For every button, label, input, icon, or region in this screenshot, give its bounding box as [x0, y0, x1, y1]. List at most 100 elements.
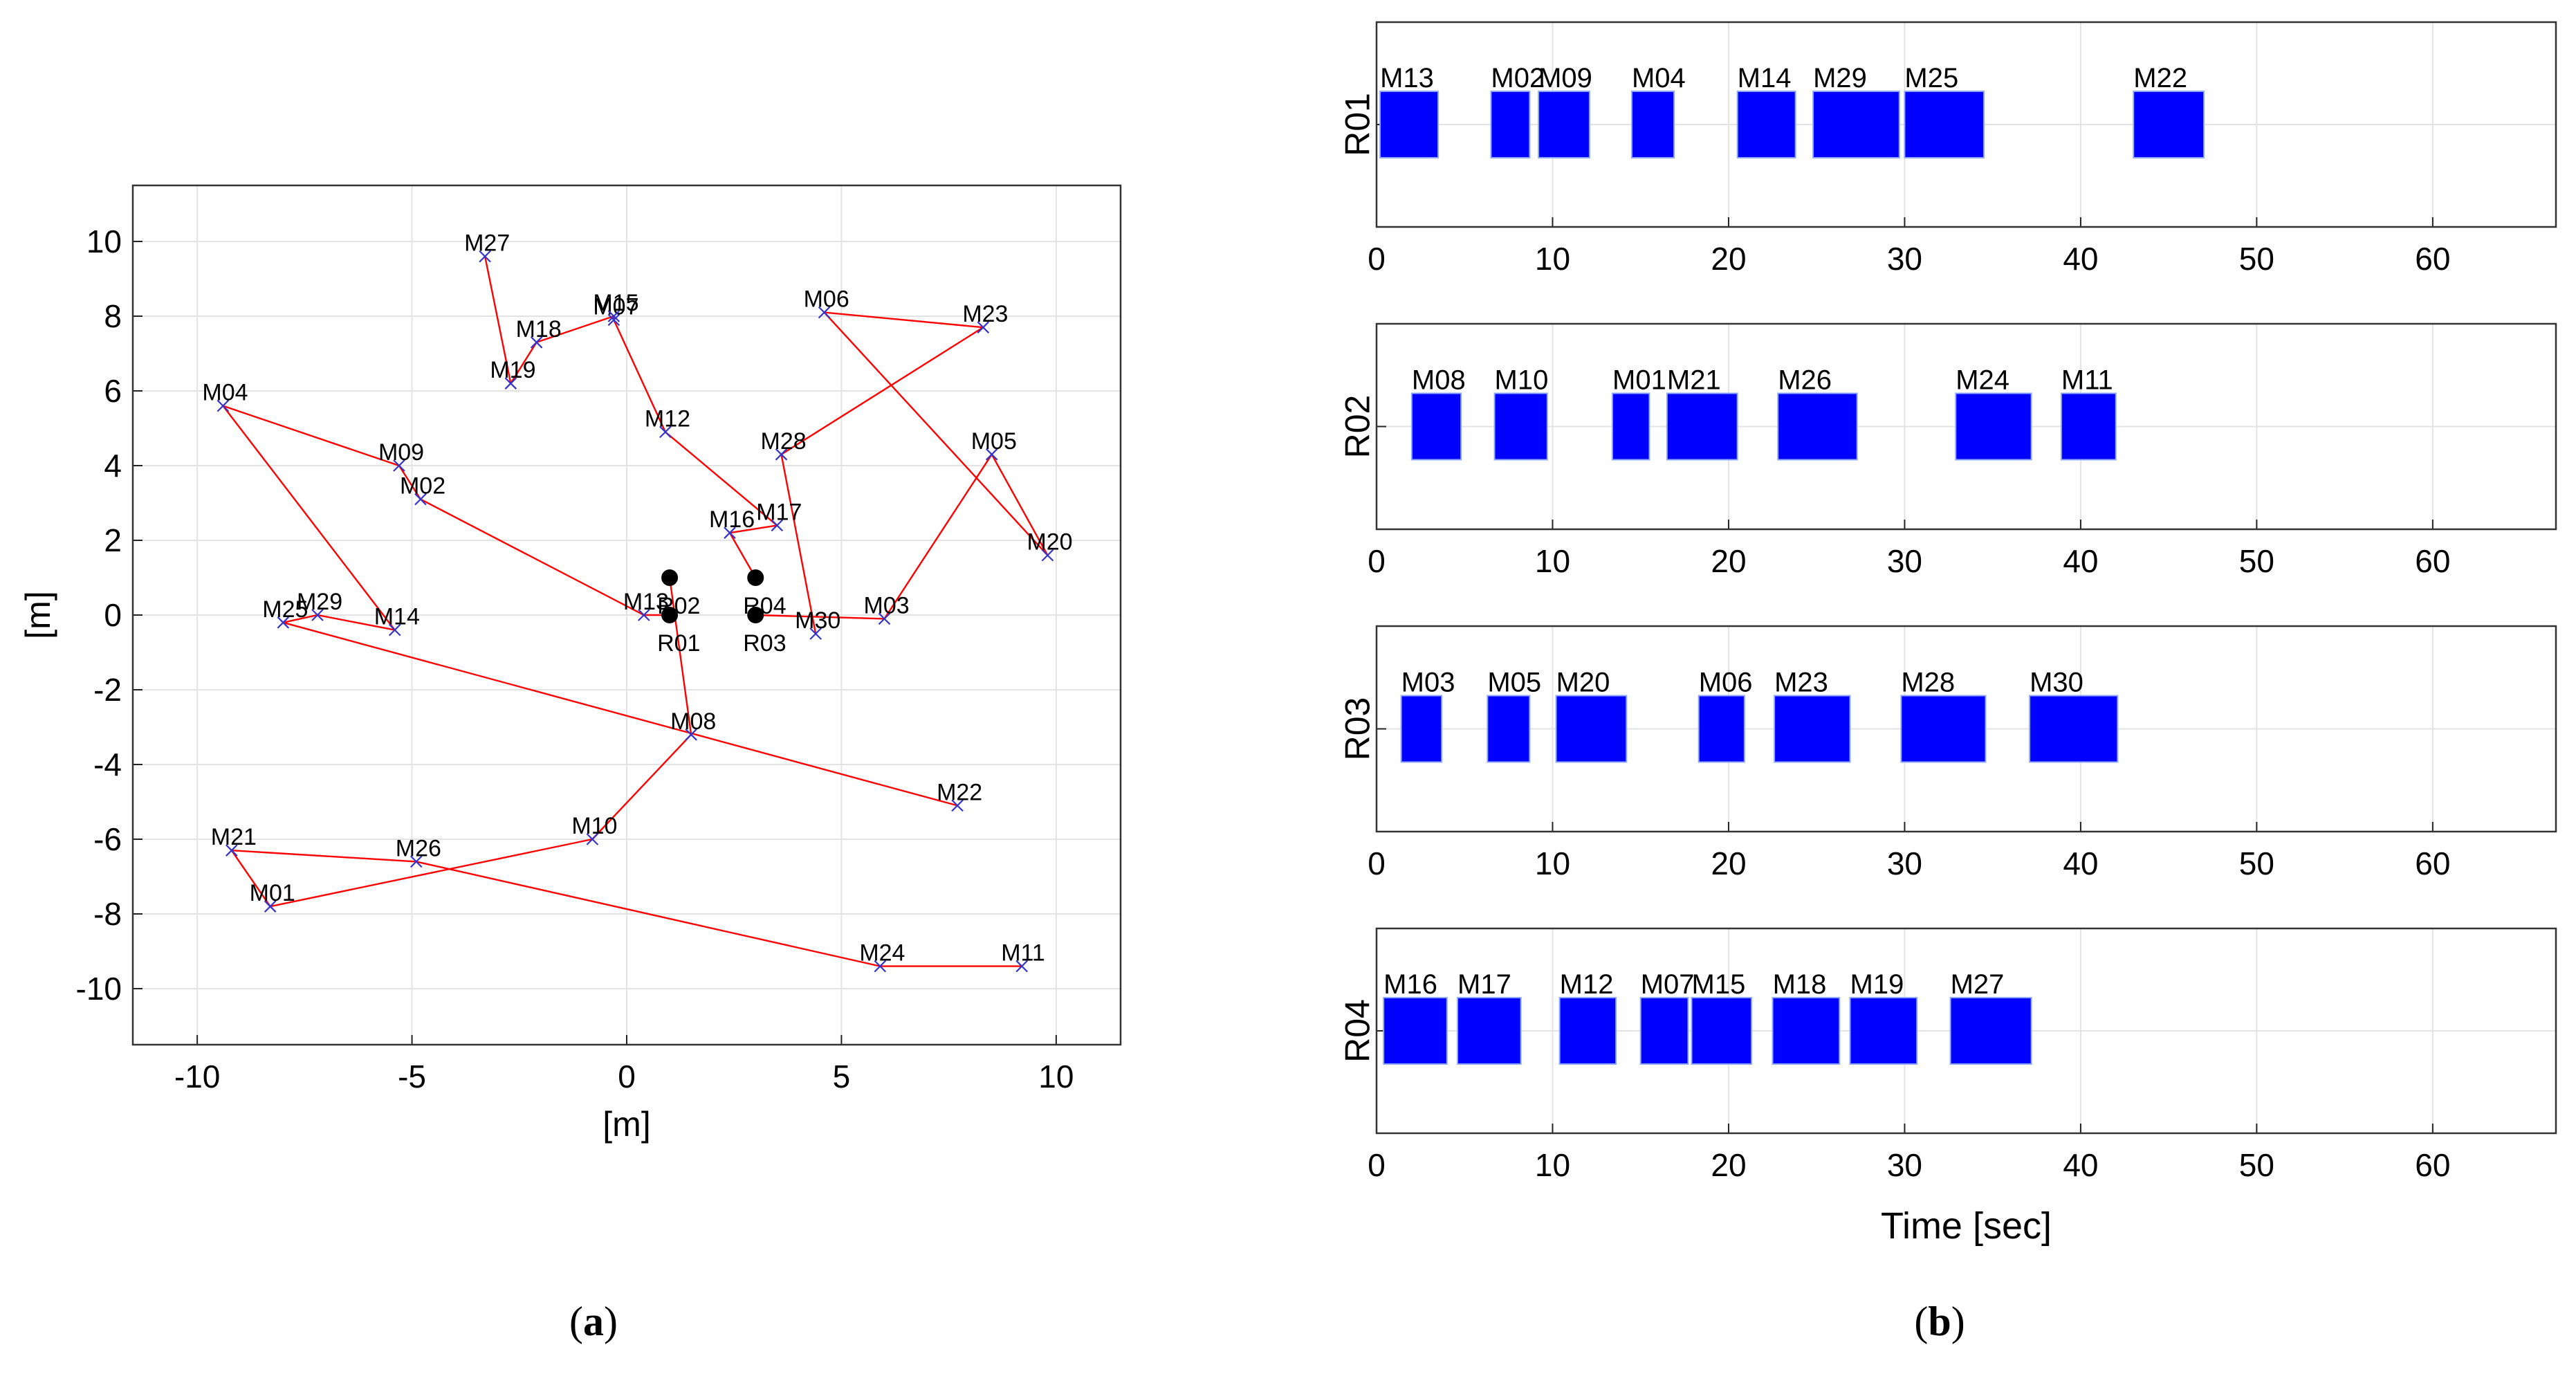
robot-label: R01: [657, 630, 700, 657]
target-point-label: M18: [516, 316, 562, 342]
panel-b-caption-letter: b: [1928, 1299, 1951, 1344]
route-segment: [230, 850, 271, 907]
gantt-tick-label-x: 50: [2239, 543, 2274, 579]
target-point-marker: [977, 321, 990, 333]
target-point-label: M19: [490, 357, 535, 383]
route-segment: [665, 431, 778, 526]
target-point-label: M16: [709, 506, 755, 533]
panel-b-caption: (b): [1914, 1299, 1965, 1344]
gantt-subplot-r03: 0 10 20 30 40 50 60 R03 M03 M05 M20 M06 M23 M28 M30: [1338, 625, 2557, 881]
task-label: M02: [1491, 63, 1545, 93]
task-bar: [1379, 91, 1439, 158]
panel-a-tick-label-x: -5: [398, 1059, 426, 1094]
target-point-marker: [586, 833, 599, 845]
task-label: M16: [1383, 969, 1437, 1000]
gantt-tick-label-x: 50: [2239, 845, 2274, 881]
target-point-label: M20: [1027, 529, 1072, 556]
gantt-tick-label-x: 10: [1535, 543, 1570, 579]
target-point-label: M08: [670, 708, 716, 735]
task-bar: [1630, 91, 1675, 158]
gantt-tick-label-x: 20: [1711, 845, 1746, 881]
task-bar: [1904, 91, 1985, 158]
task-bar: [1410, 392, 1462, 461]
target-point-marker: [685, 729, 697, 741]
task-label: M11: [2061, 365, 2113, 396]
target-point-marker: [1041, 549, 1054, 562]
target-point-label: M21: [211, 824, 257, 850]
gantt-tick-label-x: 30: [1887, 845, 1922, 881]
route-segment: [668, 577, 692, 735]
target-point-marker: [771, 519, 784, 532]
target-point-marker: [217, 399, 230, 412]
route-segment: [510, 342, 537, 384]
route-segment: [755, 614, 885, 620]
target-point-marker: [410, 855, 423, 868]
task-bar: [1736, 91, 1796, 158]
task-bar: [1639, 997, 1689, 1065]
task-bar: [1698, 695, 1745, 763]
panel-a-tick-label-y: -2: [93, 672, 122, 708]
gantt-tick-label-x: 20: [1711, 241, 1746, 277]
task-bar: [1774, 695, 1851, 763]
task-label: M27: [1951, 969, 2005, 1000]
gantt-tick-label-x: 40: [2063, 1147, 2098, 1183]
gantt-tick-label-x: 60: [2415, 1147, 2450, 1183]
gantt-tick-label-x: 50: [2239, 1147, 2274, 1183]
task-label: M10: [1495, 365, 1549, 396]
target-point-label: M12: [645, 405, 690, 432]
gantt-tick-label-x: 0: [1368, 845, 1386, 881]
task-label: M13: [1380, 63, 1434, 93]
robot-label: R04: [743, 593, 786, 619]
task-label: M20: [1556, 668, 1610, 698]
route-segment: [484, 256, 512, 384]
task-label: M23: [1774, 668, 1828, 698]
target-point-label: M01: [250, 880, 295, 906]
target-point-marker: [1015, 960, 1028, 973]
gantt-tick-label-x: 50: [2239, 241, 2274, 277]
gantt-tick-label-x: 60: [2415, 241, 2450, 277]
robot-marker: [747, 569, 764, 586]
task-bar: [1558, 997, 1617, 1065]
target-point-label: M14: [374, 604, 420, 630]
panel-a-tick-label-y: 0: [104, 597, 122, 633]
target-point-label: M22: [937, 779, 982, 805]
task-bar: [2060, 392, 2117, 461]
route-segment: [416, 861, 881, 967]
gantt-tick-label-x: 10: [1535, 1147, 1570, 1183]
target-point-marker: [985, 448, 998, 461]
target-point-marker: [311, 609, 324, 621]
target-point-label: M30: [795, 607, 840, 634]
task-bar: [1955, 392, 2032, 461]
panel-a-tick-label-y: -10: [76, 971, 122, 1007]
robot-marker: [661, 607, 679, 623]
target-point-marker: [277, 616, 290, 629]
task-bar: [1772, 997, 1841, 1065]
gantt-tick-label-x: 10: [1535, 241, 1570, 277]
target-point-label: M26: [396, 835, 441, 861]
task-label: M03: [1401, 668, 1455, 698]
panel-a-tick-label-y: 10: [86, 223, 122, 259]
target-point-label: M04: [202, 380, 248, 406]
target-point-marker: [607, 310, 620, 322]
robot-label: R02: [657, 593, 700, 619]
task-label: M19: [1850, 969, 1904, 1000]
route-segment: [270, 838, 593, 908]
task-bar: [1666, 392, 1738, 461]
target-point-marker: [724, 526, 736, 539]
target-point-label: M28: [761, 428, 807, 455]
target-point-marker: [226, 844, 238, 857]
target-point-label: M29: [297, 589, 342, 615]
target-point-marker: [878, 612, 891, 625]
gantt-tick-label-x: 60: [2415, 845, 2450, 881]
task-bar: [1812, 91, 1900, 158]
gantt-row-label: R04: [1338, 999, 1377, 1063]
panel-a-x-axis-label: [m]: [602, 1105, 650, 1144]
target-point-label: M13: [623, 589, 669, 615]
task-bar: [1457, 997, 1522, 1065]
task-bar: [1490, 91, 1531, 158]
route-segment: [613, 319, 666, 432]
panel-a-tick-label-x: 0: [618, 1059, 636, 1094]
target-point-label: M15: [593, 290, 638, 316]
target-point-marker: [659, 425, 672, 439]
